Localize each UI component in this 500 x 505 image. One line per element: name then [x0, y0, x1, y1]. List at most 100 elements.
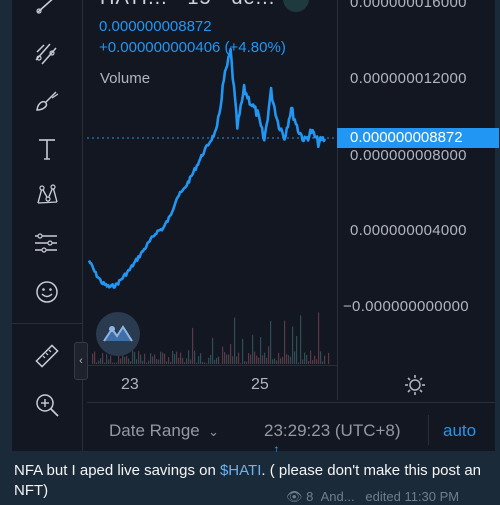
volume-bar	[302, 360, 303, 364]
edited-time: edited 11:30 PM	[365, 489, 459, 504]
price-tag: 0.000000008872	[337, 128, 499, 148]
volume-bar	[150, 353, 151, 364]
volume-bar	[116, 363, 117, 364]
volume-bar	[274, 358, 275, 364]
auto-scale-button[interactable]: auto	[443, 421, 476, 441]
volume-bar	[146, 363, 147, 364]
volume-bar	[282, 357, 283, 364]
y-tick-label: −0.000000000000	[343, 298, 469, 315]
volume-bar	[322, 361, 323, 364]
volume-bar	[266, 358, 267, 364]
volume-bar	[92, 354, 93, 364]
volume-bar	[144, 354, 145, 364]
volume-bar	[106, 354, 107, 364]
volume-bar	[292, 326, 293, 364]
volume-bar	[126, 356, 127, 364]
volume-bar	[254, 352, 255, 364]
time-axis-border	[87, 365, 338, 366]
divider	[428, 415, 429, 445]
volume-bar	[298, 362, 299, 364]
volume-bar	[104, 363, 105, 364]
volume-bar	[328, 353, 329, 364]
y-tick-label: 0.000000016000	[350, 0, 467, 11]
chart-settings-icon[interactable]	[404, 374, 426, 396]
volume-bar	[186, 358, 187, 364]
volume-bar	[280, 358, 281, 364]
volume-bar	[100, 358, 101, 364]
volume-bar	[240, 363, 241, 364]
volume-bar	[96, 362, 97, 364]
volume-bar	[170, 362, 171, 364]
volume-bar	[218, 357, 219, 364]
volume-bar	[278, 353, 279, 364]
volume-bar	[208, 358, 209, 364]
volume-bar	[120, 358, 121, 364]
volume-bar	[244, 361, 245, 364]
date-range-button[interactable]: Date Range ⌄	[109, 421, 219, 441]
volume-bar	[270, 321, 271, 364]
volume-bar	[132, 350, 133, 364]
chevron-down-icon: ⌄	[204, 424, 219, 439]
volume-bar	[158, 360, 159, 364]
x-tick-label: 25	[251, 376, 269, 394]
volume-bar	[232, 356, 233, 364]
volume-bar	[194, 351, 195, 364]
volume-bar	[138, 351, 139, 364]
volume-bar	[262, 355, 263, 364]
volume-bar	[284, 321, 285, 364]
message-meta: 👁 8 And... edited 11:30 PM	[286, 489, 459, 505]
volume-bar	[174, 354, 175, 364]
hashtag-link[interactable]: $HATI	[220, 462, 261, 479]
volume-bar	[214, 360, 215, 364]
volume-bar	[324, 356, 325, 364]
volume-bar	[130, 361, 131, 364]
eye-icon: 👁	[286, 489, 303, 504]
volume-bar	[178, 358, 179, 364]
volume-bar	[296, 336, 297, 364]
volume-bar	[238, 353, 239, 364]
volume-bar	[242, 339, 243, 364]
volume-bar	[256, 356, 257, 364]
volume-bar	[268, 346, 269, 364]
volume-bar	[236, 356, 237, 364]
volume-bar	[134, 352, 135, 364]
volume-bar	[286, 354, 287, 364]
volume-bar	[112, 363, 113, 364]
author-name: And...	[321, 489, 355, 504]
volume-bar	[294, 351, 295, 364]
volume-bar	[108, 359, 109, 364]
volume-bar	[204, 362, 205, 364]
volume-bar	[176, 352, 177, 364]
x-tick-label: 23	[121, 376, 139, 394]
volume-bar	[318, 312, 319, 364]
volume-bar	[114, 363, 115, 364]
volume-bar	[290, 357, 291, 364]
volume-bar	[300, 315, 301, 364]
volume-bar	[216, 358, 217, 364]
volume-bar	[200, 353, 201, 364]
view-count: 8	[306, 489, 313, 504]
volume-bar	[140, 355, 141, 364]
volume-bar	[94, 352, 95, 364]
volume-bar	[234, 318, 235, 364]
volume-bar	[222, 347, 223, 364]
volume-bar	[272, 359, 273, 364]
volume-bar	[154, 355, 155, 364]
volume-bar	[316, 359, 317, 364]
price-series-line	[89, 49, 325, 288]
volume-bar	[308, 361, 309, 364]
volume-bar	[162, 353, 163, 364]
price-axis-border	[337, 0, 338, 400]
volume-bar	[160, 352, 161, 364]
volume-bar	[246, 362, 247, 364]
volume-bar	[248, 353, 249, 364]
volume-bar	[304, 353, 305, 364]
volume-bar	[264, 353, 265, 364]
volume-bar	[226, 355, 227, 364]
volume-bar	[192, 328, 193, 364]
message-text-start: NFA but I aped live savings on	[14, 462, 220, 479]
volume-bar	[142, 361, 143, 364]
volume-bar	[124, 357, 125, 364]
tradingview-logo-icon[interactable]	[96, 312, 140, 356]
clock-label[interactable]: 23:29:23 (UTC+8)	[264, 421, 401, 441]
